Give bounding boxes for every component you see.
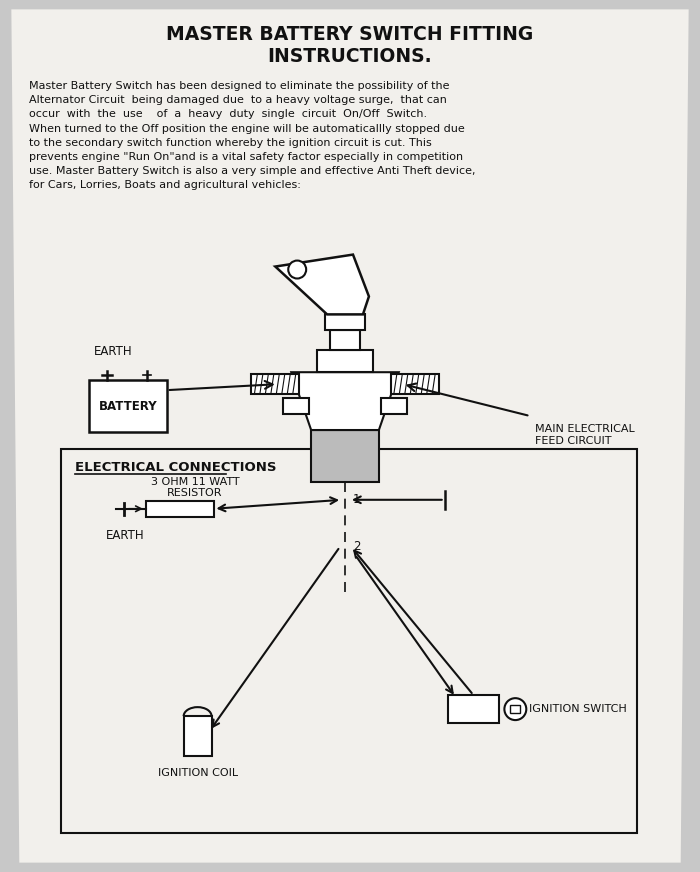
Text: EARTH: EARTH: [106, 528, 145, 542]
Bar: [183, 716, 211, 756]
Circle shape: [288, 261, 306, 278]
Text: Master Battery Switch has been designed to eliminate the possibility of the
Alte: Master Battery Switch has been designed …: [29, 81, 476, 190]
Bar: [317, 351, 373, 372]
Bar: [61, 449, 637, 833]
Bar: [381, 399, 407, 414]
Bar: [325, 315, 365, 330]
Text: MASTER BATTERY SWITCH FITTING
INSTRUCTIONS.: MASTER BATTERY SWITCH FITTING INSTRUCTIO…: [167, 25, 533, 66]
Bar: [284, 399, 309, 414]
Bar: [251, 374, 299, 394]
Text: MAIN ELECTRICAL
FEED CIRCUIT: MAIN ELECTRICAL FEED CIRCUIT: [536, 424, 635, 446]
Text: EARTH: EARTH: [94, 345, 132, 358]
Bar: [312, 430, 379, 482]
Bar: [89, 380, 167, 432]
Polygon shape: [291, 372, 399, 430]
Bar: [146, 501, 214, 517]
Text: IGNITION COIL: IGNITION COIL: [158, 768, 238, 778]
Text: BATTERY: BATTERY: [99, 399, 158, 412]
Text: ELECTRICAL CONNECTIONS: ELECTRICAL CONNECTIONS: [75, 461, 276, 473]
Text: 2: 2: [353, 540, 360, 553]
Polygon shape: [11, 10, 689, 862]
Bar: [391, 374, 439, 394]
Text: IGNITION SWITCH: IGNITION SWITCH: [529, 704, 627, 714]
Bar: [330, 330, 360, 351]
Polygon shape: [275, 255, 369, 315]
Text: 3 OHM 11 WATT
RESISTOR: 3 OHM 11 WATT RESISTOR: [150, 477, 239, 499]
Circle shape: [505, 698, 526, 720]
Bar: [447, 695, 499, 723]
Text: 1: 1: [353, 494, 360, 507]
Bar: [510, 705, 520, 713]
